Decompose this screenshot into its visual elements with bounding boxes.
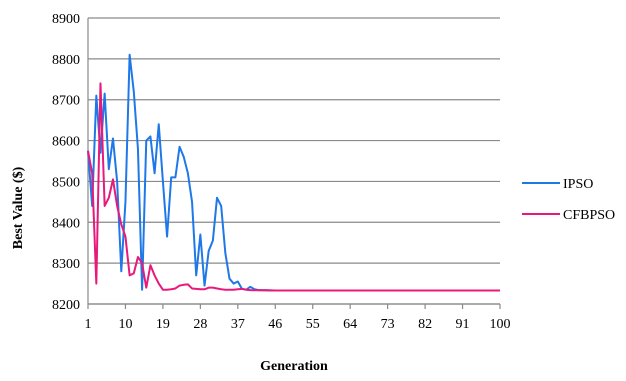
y-tick-label: 8600 bbox=[52, 135, 80, 150]
x-tick-label: 55 bbox=[306, 317, 320, 332]
y-tick-label: 8200 bbox=[52, 298, 80, 313]
x-tick-label: 100 bbox=[490, 317, 511, 332]
series-lines bbox=[87, 53, 500, 292]
y-tick-label: 8900 bbox=[52, 12, 80, 27]
x-tick-label: 46 bbox=[268, 317, 282, 332]
x-tick-label: 91 bbox=[456, 317, 470, 332]
y-tick-labels: 8200 8300 8400 8500 8600 8700 8800 8900 bbox=[52, 12, 80, 313]
y-tick-label: 8800 bbox=[52, 53, 80, 68]
x-tick-label: 82 bbox=[418, 317, 432, 332]
x-tick-label: 73 bbox=[381, 317, 395, 332]
gridlines bbox=[88, 17, 500, 305]
legend-label-ipso: IPSO bbox=[563, 177, 593, 192]
y-tick-label: 8700 bbox=[52, 94, 80, 109]
y-tick-label: 8500 bbox=[52, 175, 80, 190]
x-tick-label: 1 bbox=[85, 317, 92, 332]
x-axis-title: Generation bbox=[260, 359, 328, 374]
legend-label-cfbpso: CFBPSO bbox=[563, 208, 615, 223]
legend: IPSO CFBPSO bbox=[522, 177, 615, 223]
x-tick-label: 19 bbox=[156, 317, 170, 332]
x-tick-label: 28 bbox=[193, 317, 207, 332]
x-tick-label: 10 bbox=[118, 317, 132, 332]
x-tick-labels: 1 10 19 28 37 46 55 64 73 82 91 100 bbox=[85, 317, 511, 332]
y-tick-label: 8300 bbox=[52, 257, 80, 272]
y-axis-title: Best Value ($) bbox=[11, 166, 26, 249]
series-line-ipso bbox=[87, 53, 500, 292]
y-tick-label: 8400 bbox=[52, 216, 80, 231]
series-line-cfbpso bbox=[87, 82, 500, 292]
x-tick-label: 64 bbox=[343, 317, 357, 332]
x-tick-label: 37 bbox=[231, 317, 245, 332]
